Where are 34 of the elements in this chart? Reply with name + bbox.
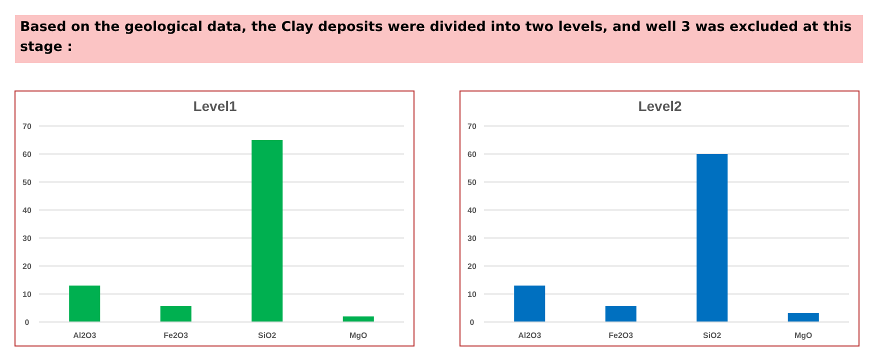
y-tick-label: 20 bbox=[22, 262, 32, 271]
bar bbox=[252, 140, 283, 322]
x-tick-label: Al2O3 bbox=[518, 331, 542, 340]
text: Based on the geological data, the Clay deposits were divided into two levels, and well 3 was excluded at this stage : bbox=[20, 18, 853, 57]
y-tick-label: 30 bbox=[468, 234, 477, 243]
y-tick-label: 20 bbox=[468, 262, 477, 271]
x-tick-label: Fe2O3 bbox=[164, 331, 189, 340]
bar bbox=[160, 306, 192, 322]
bar bbox=[788, 313, 819, 322]
y-tick-label: 30 bbox=[22, 234, 32, 243]
bar bbox=[514, 286, 546, 322]
x-tick-label: MgO bbox=[349, 331, 368, 340]
bar bbox=[696, 154, 728, 322]
y-tick-label: 40 bbox=[468, 206, 477, 215]
y-tick-label: 70 bbox=[468, 122, 477, 131]
chart-title: Level1 bbox=[193, 98, 238, 114]
y-tick-label: 10 bbox=[468, 290, 477, 299]
bar bbox=[605, 306, 636, 322]
y-tick-label: 10 bbox=[22, 290, 32, 299]
y-tick-label: 60 bbox=[468, 150, 477, 159]
bar bbox=[69, 286, 100, 322]
y-tick-label: 0 bbox=[24, 318, 30, 327]
x-tick-label: MgO bbox=[794, 331, 812, 340]
y-tick-label: 50 bbox=[468, 178, 477, 187]
x-tick-label: SiO2 bbox=[703, 331, 722, 340]
x-tick-label: Al2O3 bbox=[73, 331, 97, 340]
y-tick-label: 0 bbox=[470, 318, 475, 327]
x-tick-label: Fe2O3 bbox=[608, 331, 634, 340]
y-tick-label: 70 bbox=[22, 122, 32, 131]
y-tick-label: 50 bbox=[22, 178, 32, 187]
x-tick-label: SiO2 bbox=[258, 331, 277, 340]
chart-title: Level2 bbox=[638, 98, 682, 114]
y-tick-label: 60 bbox=[22, 150, 32, 159]
y-tick-label: 40 bbox=[22, 206, 32, 215]
